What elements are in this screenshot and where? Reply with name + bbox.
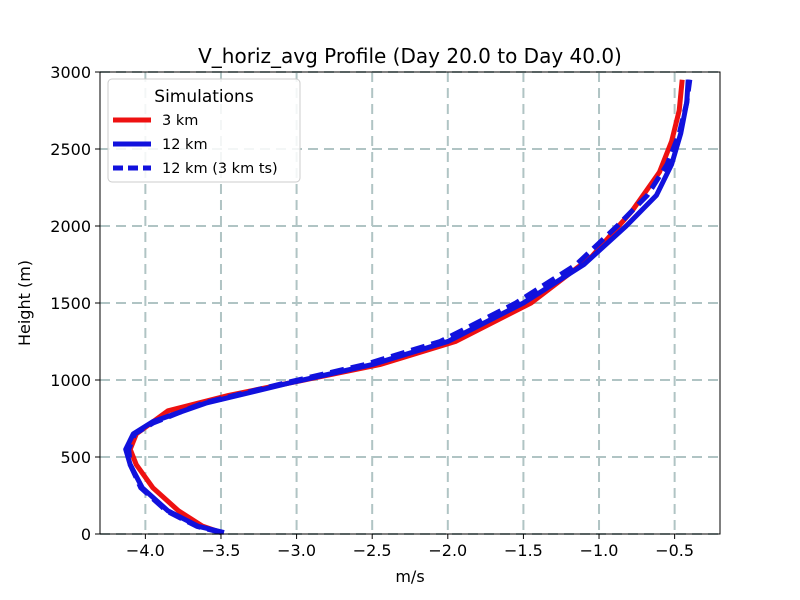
legend-title: Simulations: [154, 87, 254, 107]
axis-ticks: −4.0 −3.5 −3.0 −2.5 −2.0 −1.5 −1.0 −0.5 0 500 1000…: [50, 63, 694, 560]
legend-label-12-km-3-km-ts: 12 km (3 km ts): [162, 161, 278, 177]
x-tick-label: −2.5: [353, 541, 392, 560]
plot-lines: [123, 79, 693, 535]
legend-box: [107, 78, 301, 183]
x-tick-label: −3.0: [277, 541, 316, 560]
legend: Simulations 3 km 12 km 12 km (3 km ts): [107, 78, 301, 183]
y-axis-label: Height (m): [15, 260, 34, 346]
x-axis-label: m/s: [395, 567, 424, 586]
legend-label-3-km: 3 km: [162, 113, 198, 129]
x-tick-label: −3.5: [202, 541, 241, 560]
x-tick-label: −4.0: [126, 541, 165, 560]
x-tick-label: −2.0: [428, 541, 467, 560]
y-tick-label: 0: [81, 525, 91, 544]
y-tick-label: 1000: [50, 371, 91, 390]
y-tick-label: 2500: [50, 140, 91, 159]
y-tick-label: 3000: [50, 63, 91, 82]
y-tick-label: 2000: [50, 217, 91, 236]
x-tick-label: −1.0: [580, 541, 619, 560]
legend-label-12-km: 12 km: [162, 137, 208, 153]
chart-title: V_horiz_avg Profile (Day 20.0 to Day 40.…: [198, 44, 622, 68]
series-line-12-km-3-km-ts: [126, 79, 693, 535]
y-tick-label: 1500: [50, 294, 91, 313]
y-tick-label: 500: [60, 448, 91, 467]
x-tick-label: −0.5: [655, 541, 694, 560]
x-tick-label: −1.5: [504, 541, 543, 560]
